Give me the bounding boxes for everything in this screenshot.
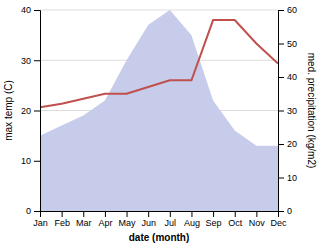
tick-mark	[191, 211, 192, 217]
y2-axis: 0 10 20 30 40 50 60	[278, 5, 297, 216]
axis-line	[34, 11, 41, 212]
tick-mark	[278, 178, 284, 179]
tick-mark	[278, 211, 284, 212]
tick: Jun	[141, 211, 156, 228]
tick-label: 60	[287, 5, 297, 15]
tick: Jul	[165, 211, 177, 228]
tick: Jan	[33, 211, 48, 228]
tick-label: Feb	[54, 218, 70, 228]
tick: 60	[278, 5, 297, 15]
tick-label: 30	[287, 106, 297, 116]
tick-label: 0	[287, 206, 292, 216]
tick-label: Oct	[228, 218, 243, 228]
tick-mark	[34, 211, 40, 212]
tick: Sep	[206, 211, 222, 228]
tick-label: Mar	[76, 218, 92, 228]
tick: Dec	[270, 211, 287, 228]
tick-mark	[278, 44, 284, 45]
tick: 0	[26, 206, 40, 216]
tick: Apr	[98, 211, 112, 228]
tick: Feb	[54, 211, 70, 228]
axis-line	[279, 11, 285, 212]
tick-label: 40	[287, 72, 297, 82]
y2-axis-title: med. precipitation (kg/m2)	[306, 53, 317, 169]
tick-mark	[34, 10, 40, 11]
tick-label: 30	[21, 56, 31, 66]
tick: May	[119, 211, 137, 228]
tick: Nov	[249, 211, 266, 228]
tick: Oct	[228, 211, 243, 228]
tick-label: Nov	[249, 218, 266, 228]
tick-mark	[83, 211, 84, 217]
tick-label: Aug	[184, 218, 200, 228]
tick-mark	[278, 111, 284, 112]
y-axis: 0 10 20 30 40	[21, 5, 41, 216]
tick-label: 10	[287, 173, 297, 183]
tick-mark	[278, 144, 284, 145]
grid	[40, 10, 278, 211]
tick-mark	[34, 60, 40, 61]
tick: 0	[278, 206, 292, 216]
tick: 10	[278, 173, 297, 183]
tick-label: 10	[21, 156, 31, 166]
tick: 40	[278, 72, 297, 82]
tick: 40	[21, 5, 40, 15]
tick: 20	[278, 139, 297, 149]
area	[40, 10, 278, 211]
tick-mark	[105, 211, 106, 217]
tick-mark	[170, 211, 171, 217]
tick-mark	[278, 77, 284, 78]
tick-mark	[127, 211, 128, 217]
grid-line	[40, 10, 278, 11]
tick-label: 50	[287, 39, 297, 49]
tick-label: May	[119, 218, 137, 228]
tick-label: 40	[21, 5, 31, 15]
tick-mark	[213, 211, 214, 217]
marks	[40, 10, 278, 211]
tick-label: 20	[21, 106, 31, 116]
x-axis: Jan Feb Mar Apr May Jun Jul Aug Sep Oct Nov Dec	[33, 211, 287, 228]
tick-mark	[62, 211, 63, 217]
plot: JanFebMarAprMayJunJulAugSepOctNovDec0102…	[21, 5, 297, 228]
x-axis-title: date (month)	[129, 232, 190, 243]
line	[40, 20, 278, 107]
tick: 10	[21, 156, 40, 166]
tick-label: Jun	[141, 218, 156, 228]
tick-mark	[34, 161, 40, 162]
chart-container: JanFebMarAprMayJunJulAugSepOctNovDec0102…	[0, 0, 318, 247]
tick-label: 0	[26, 206, 31, 216]
tick-label: 20	[287, 139, 297, 149]
tick: 30	[278, 106, 297, 116]
axis-line	[41, 212, 279, 218]
tick: 50	[278, 39, 297, 49]
tick: Mar	[76, 211, 92, 228]
tick: 30	[21, 56, 40, 66]
tick: Aug	[184, 211, 200, 228]
tick-label: Sep	[206, 218, 222, 228]
tick-label: Apr	[98, 218, 112, 228]
tick-label: Jul	[165, 218, 177, 228]
tick-mark	[34, 111, 40, 112]
tick-label: Dec	[270, 218, 287, 228]
y-axis-title: max temp (C)	[3, 80, 14, 141]
tick-mark	[256, 211, 257, 217]
tick: 20	[21, 106, 40, 116]
tick-label: Jan	[33, 218, 48, 228]
tick-mark	[278, 10, 284, 11]
chart-svg: JanFebMarAprMayJunJulAugSepOctNovDec0102…	[0, 0, 318, 247]
tick-mark	[148, 211, 149, 217]
tick-mark	[235, 211, 236, 217]
